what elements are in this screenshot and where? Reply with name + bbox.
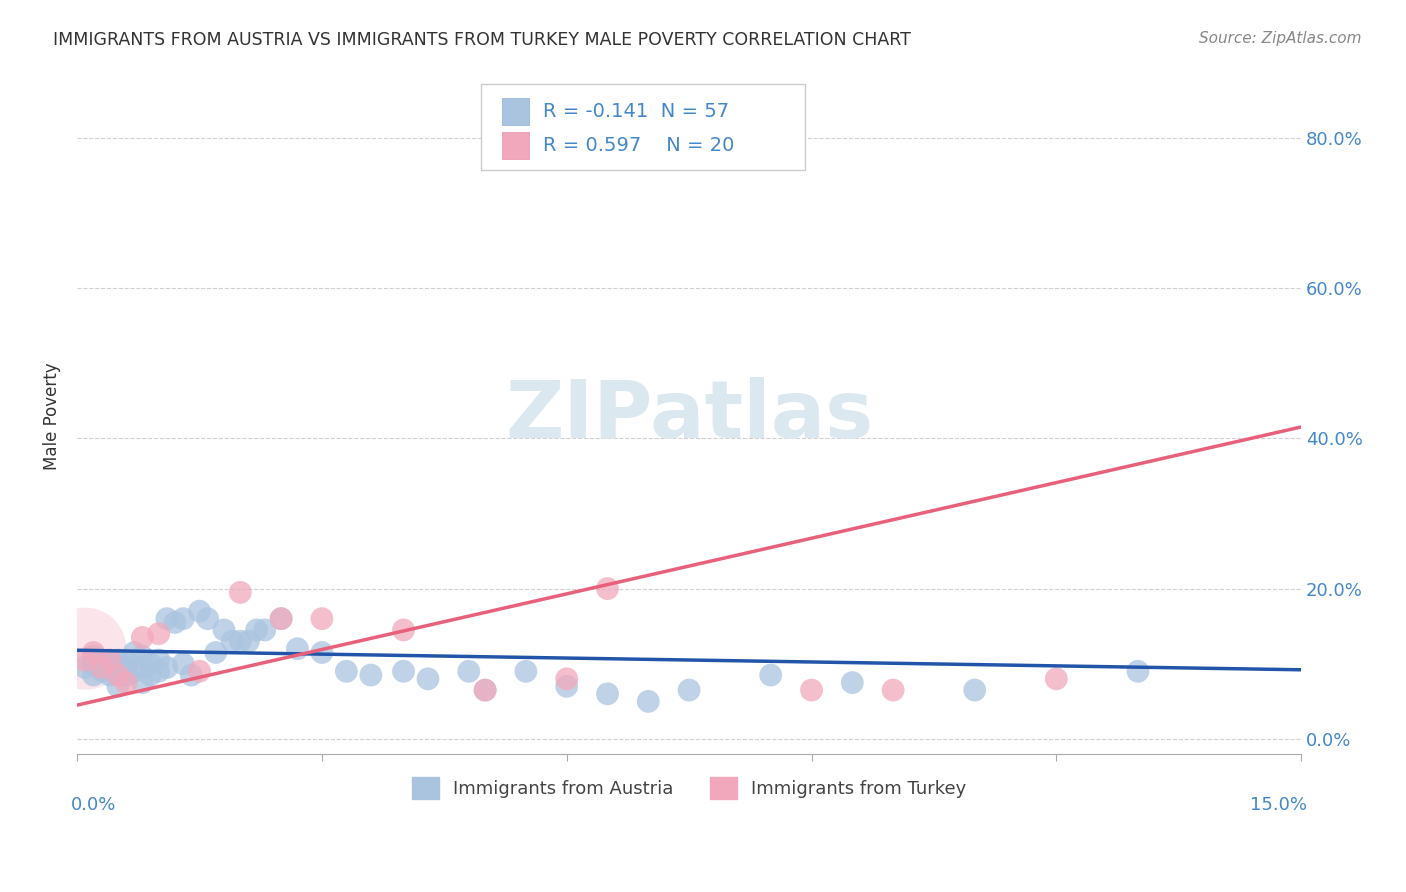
Point — [759, 668, 782, 682]
Point — [221, 634, 243, 648]
Point — [416, 672, 439, 686]
FancyBboxPatch shape — [502, 98, 529, 125]
Point — [90, 660, 112, 674]
Point — [98, 653, 121, 667]
Point — [156, 660, 179, 674]
Point — [882, 683, 904, 698]
Point — [555, 672, 578, 686]
Point — [841, 675, 863, 690]
Point — [172, 612, 194, 626]
Point — [963, 683, 986, 698]
Y-axis label: Male Poverty: Male Poverty — [44, 362, 60, 469]
Point — [172, 657, 194, 671]
Point — [156, 612, 179, 626]
Point — [122, 645, 145, 659]
Point — [515, 665, 537, 679]
Point — [75, 660, 97, 674]
Point — [139, 668, 162, 682]
Point — [107, 668, 129, 682]
Point — [82, 645, 104, 659]
Point — [148, 665, 170, 679]
Point — [131, 675, 153, 690]
Point — [139, 657, 162, 671]
FancyBboxPatch shape — [481, 84, 806, 170]
Text: 15.0%: 15.0% — [1250, 796, 1308, 814]
Point — [148, 626, 170, 640]
Point — [131, 660, 153, 674]
Point — [115, 653, 138, 667]
Point — [311, 612, 333, 626]
Point — [180, 668, 202, 682]
Point — [163, 615, 186, 630]
Point — [204, 645, 226, 659]
Point — [360, 668, 382, 682]
Point — [115, 675, 138, 690]
Point — [238, 634, 260, 648]
Point — [678, 683, 700, 698]
Point — [90, 653, 112, 667]
Point — [122, 665, 145, 679]
Point — [98, 657, 121, 671]
Point — [98, 668, 121, 682]
Point — [474, 683, 496, 698]
Point — [188, 665, 211, 679]
Point — [107, 660, 129, 674]
Text: 0.0%: 0.0% — [70, 796, 117, 814]
FancyBboxPatch shape — [502, 131, 529, 159]
Point — [246, 623, 269, 637]
Point — [392, 623, 415, 637]
Point — [596, 687, 619, 701]
Point — [287, 641, 309, 656]
Point — [212, 623, 235, 637]
Point — [392, 665, 415, 679]
Point — [474, 683, 496, 698]
Point — [637, 694, 659, 708]
Point — [253, 623, 276, 637]
Text: R = 0.597    N = 20: R = 0.597 N = 20 — [544, 136, 735, 154]
Point — [555, 679, 578, 693]
Point — [90, 665, 112, 679]
Point — [107, 679, 129, 693]
Point — [82, 649, 104, 664]
Point — [188, 604, 211, 618]
Point — [457, 665, 479, 679]
Point — [75, 653, 97, 667]
Point — [1045, 672, 1067, 686]
Point — [115, 668, 138, 682]
Point — [270, 612, 292, 626]
Point — [229, 585, 252, 599]
Point — [335, 665, 357, 679]
Point — [107, 653, 129, 667]
Text: ZIPatlas: ZIPatlas — [505, 376, 873, 455]
Point — [197, 612, 219, 626]
Point — [131, 649, 153, 664]
Point — [148, 653, 170, 667]
Point — [596, 582, 619, 596]
Point — [229, 634, 252, 648]
Text: IMMIGRANTS FROM AUSTRIA VS IMMIGRANTS FROM TURKEY MALE POVERTY CORRELATION CHART: IMMIGRANTS FROM AUSTRIA VS IMMIGRANTS FR… — [53, 31, 911, 49]
Point — [82, 657, 104, 671]
Point — [115, 660, 138, 674]
Text: R = -0.141  N = 57: R = -0.141 N = 57 — [544, 102, 730, 120]
Point — [311, 645, 333, 659]
Point — [270, 612, 292, 626]
Text: Source: ZipAtlas.com: Source: ZipAtlas.com — [1198, 31, 1361, 46]
Legend: Immigrants from Austria, Immigrants from Turkey: Immigrants from Austria, Immigrants from… — [405, 770, 974, 805]
Point — [131, 631, 153, 645]
Point — [82, 668, 104, 682]
Point — [90, 660, 112, 674]
Point — [1126, 665, 1149, 679]
Point — [75, 641, 97, 656]
Point — [678, 108, 700, 122]
Point — [800, 683, 823, 698]
